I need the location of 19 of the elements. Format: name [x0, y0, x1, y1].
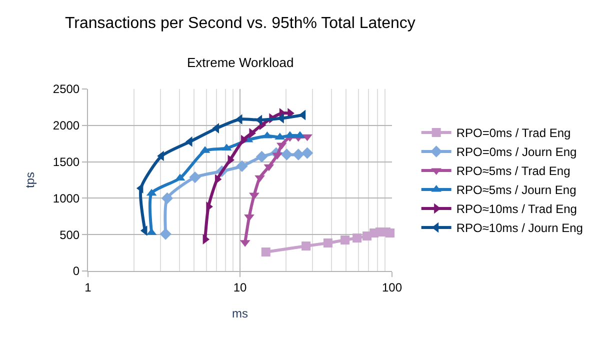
x-axis-title: ms: [232, 306, 248, 320]
legend-label: RPO≈5ms / Journ Eng: [456, 183, 576, 198]
y-tick-label: 1000: [52, 191, 80, 206]
x-tick-label: 10: [233, 280, 247, 294]
x-tick-label: 1: [84, 280, 92, 294]
legend-label: RPO≈10ms / Journ Eng: [456, 221, 583, 236]
x-tick-label: 100: [382, 280, 402, 294]
legend-label: RPO=0ms / Trad Eng: [456, 126, 571, 140]
legend-label: RPO=0ms / Journ Eng: [456, 145, 577, 160]
y-tick-label: 1500: [52, 155, 80, 169]
y-axis-title: tps: [23, 172, 38, 188]
chart-title: Transactions per Second vs. 95th% Total Latency: [65, 15, 416, 32]
chart-subtitle: Extreme Workload: [187, 55, 294, 70]
y-tick-label: 500: [60, 228, 80, 242]
legend-label: RPO≈10ms / Trad Eng: [456, 202, 577, 216]
y-tick-label: 0: [72, 264, 80, 278]
legend-label: RPO≈5ms / Trad Eng: [456, 164, 570, 178]
y-tick-label: 2000: [52, 118, 80, 133]
y-tick-label: 2500: [52, 82, 80, 96]
